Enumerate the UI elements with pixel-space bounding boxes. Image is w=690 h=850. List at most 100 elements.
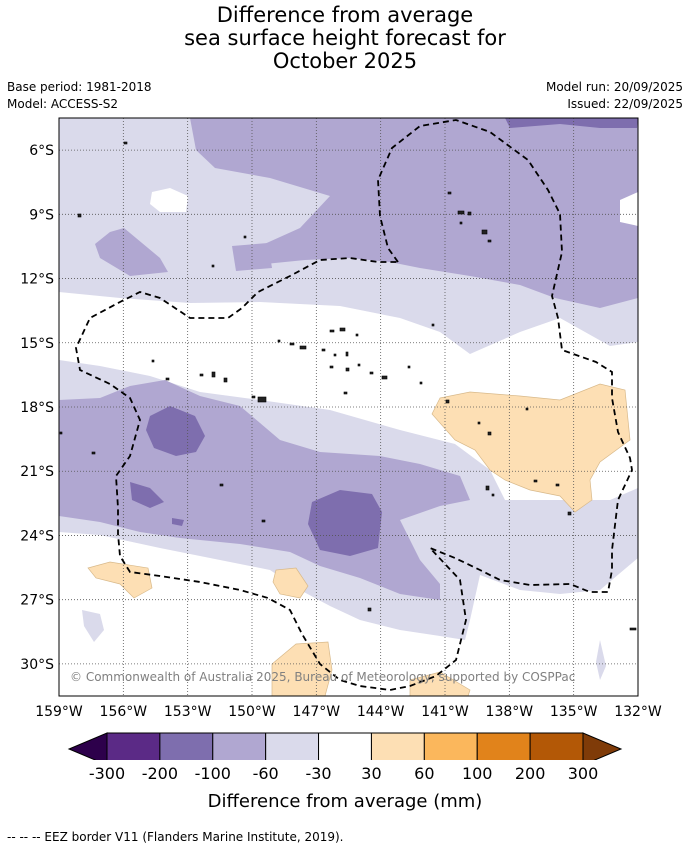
island (367, 607, 372, 612)
contour-dark-blob-3 (130, 482, 164, 508)
lat-tick-label: 30°S (20, 657, 54, 673)
colorbar-tick-label: -100 (194, 764, 231, 783)
island (329, 329, 335, 333)
lat-tick-label: 21°S (20, 464, 54, 480)
lat-tick-label: 27°S (20, 593, 54, 609)
lon-tick-label: 150°W (228, 704, 276, 720)
island (419, 381, 423, 385)
contour-positive-south (271, 641, 333, 696)
contour-positive-west (87, 561, 153, 599)
colorbar (67, 732, 623, 760)
island (555, 483, 560, 487)
island (211, 264, 215, 268)
island (329, 365, 334, 369)
island (277, 339, 281, 343)
island (299, 345, 307, 350)
island (339, 327, 346, 332)
island (77, 213, 82, 218)
island (355, 333, 359, 337)
island (431, 323, 435, 327)
colorbar-segment (212, 732, 267, 760)
colorbar-tick-label: 100 (461, 764, 493, 783)
contour-light-patch-2 (596, 640, 606, 680)
issued-date: Issued: 22/09/2025 (567, 97, 683, 111)
island (321, 348, 326, 352)
island (345, 351, 349, 357)
island (123, 141, 128, 145)
island (223, 377, 228, 383)
colorbar-tick-label: 300 (567, 764, 599, 783)
island (333, 353, 337, 357)
island (211, 371, 216, 378)
contour-dark-blob-2 (308, 490, 382, 556)
island (343, 391, 348, 395)
island (567, 511, 572, 516)
island (629, 627, 637, 631)
contour-positive-center (272, 567, 309, 599)
lon-tick-label: 159°W (35, 704, 83, 720)
island (243, 235, 247, 239)
contour-medium-north (190, 118, 638, 308)
gridlines (59, 118, 638, 696)
contour-positive-sw (409, 671, 471, 696)
island (485, 485, 490, 491)
map-figure: 6°S 9°S 12°S 15°S 18°S 21°S 24°S 27°S 30°S 159°W… (20, 117, 662, 760)
contour-light-patch-1 (82, 610, 104, 642)
lon-tick-label: 153°W (164, 704, 212, 720)
island (459, 221, 463, 225)
lon-tick-label: 132°W (614, 704, 662, 720)
island (251, 395, 256, 399)
meta-left: Base period: 1981-2018 Model: ACCESS-S2 (7, 79, 152, 113)
lat-tick-label: 12°S (20, 272, 54, 288)
island (447, 191, 452, 195)
lat-tick-label: 24°S (20, 528, 54, 544)
island (219, 483, 224, 487)
lon-axis: 159°W 156°W 153°W 150°W 147°W 144°W 141°W 138°W… (35, 704, 662, 720)
island (533, 479, 538, 483)
title-line-3: October 2025 (272, 49, 418, 73)
contour-white-hole (150, 188, 188, 212)
lon-tick-label: 141°W (421, 704, 469, 720)
meta-right: Model run: 20/09/2025 Issued: 22/09/2025 (546, 79, 683, 113)
contour-dark-blob-4 (172, 518, 184, 526)
island (477, 421, 481, 425)
map-frame (58, 117, 639, 697)
colorbar-segment (106, 732, 161, 760)
colorbar-segment (265, 732, 320, 760)
contour-dark-blob-1 (146, 406, 205, 456)
island (257, 396, 267, 403)
contour-white-edge (620, 192, 638, 226)
island (199, 373, 204, 377)
island (91, 451, 96, 455)
colorbar-segment (159, 732, 214, 760)
copyright-notice: © Commonwealth of Australia 2025, Bureau… (70, 670, 575, 684)
chart-title: Difference from average sea surface heig… (0, 4, 690, 73)
lat-tick-label: 9°S (29, 207, 54, 223)
colorbar-tick-label: 200 (514, 764, 546, 783)
lat-axis: 6°S 9°S 12°S 15°S 18°S 21°S 24°S 27°S 30°S (20, 143, 54, 673)
island (457, 210, 465, 215)
eez-footnote: -- -- -- EEZ border V11 (Flanders Marine… (7, 830, 344, 844)
lon-tick-label: 156°W (100, 704, 148, 720)
island (261, 519, 266, 523)
base-period: Base period: 1981-2018 (7, 80, 152, 94)
island (151, 359, 155, 363)
model-name: Model: ACCESS-S2 (7, 97, 119, 111)
island (481, 229, 488, 235)
lon-tick-label: 147°W (293, 704, 341, 720)
colorbar-segment (529, 732, 584, 760)
colorbar-over-extension (582, 732, 623, 760)
lat-tick-label: 15°S (20, 336, 54, 352)
lon-tick-label: 138°W (486, 704, 534, 720)
lon-tick-label: 144°W (357, 704, 405, 720)
colorbar-tick-label: -30 (305, 764, 332, 783)
contour-medium-blob-1 (95, 228, 168, 276)
island (357, 363, 361, 367)
colorbar-tick-label: -200 (141, 764, 179, 783)
colorbar-tick-label: 30 (361, 764, 382, 783)
model-run: Model run: 20/09/2025 (545, 80, 683, 94)
lat-tick-label: 18°S (20, 400, 54, 416)
island (491, 493, 495, 497)
island (525, 407, 529, 411)
island (381, 375, 388, 380)
